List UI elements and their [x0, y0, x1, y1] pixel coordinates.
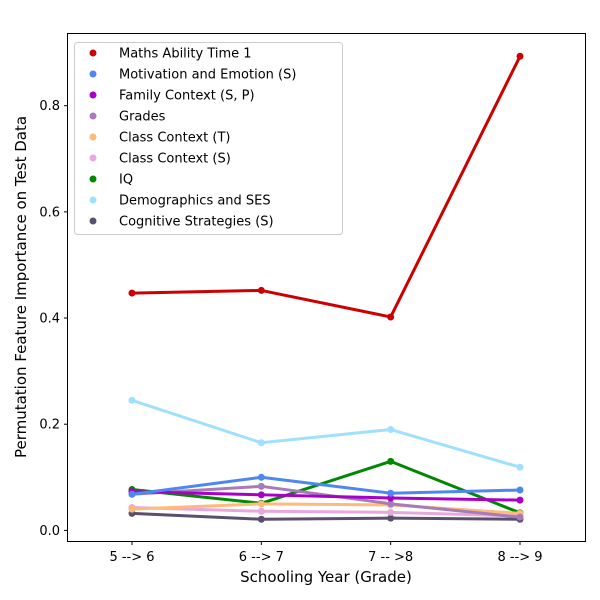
legend-marker	[89, 217, 97, 225]
series-2	[128, 488, 524, 504]
data-point	[516, 513, 524, 521]
data-point	[387, 500, 395, 508]
data-point	[128, 289, 136, 297]
data-point	[387, 508, 395, 516]
legend-marker	[89, 133, 97, 141]
data-point	[387, 514, 395, 522]
data-point	[387, 489, 395, 497]
data-point	[257, 439, 265, 447]
series-7	[128, 396, 524, 471]
data-point	[516, 486, 524, 494]
legend-label: Class Context (S)	[119, 152, 231, 167]
x-tick-label: 7 -- >8	[368, 550, 413, 565]
x-axis-title: Schooling Year (Grade)	[240, 568, 412, 586]
series-line	[130, 475, 522, 496]
data-point	[257, 491, 265, 499]
legend-marker	[89, 91, 97, 99]
data-point	[516, 463, 524, 471]
legend-box	[74, 42, 343, 235]
legend-label: Family Context (S, P)	[119, 89, 255, 104]
series-line	[130, 398, 522, 469]
data-point	[516, 496, 524, 504]
legend-marker	[89, 154, 97, 162]
data-point	[387, 313, 395, 321]
y-axis: 0.0 0.2 0.4 0.6 0.8	[39, 99, 68, 539]
data-point	[387, 457, 395, 465]
legend-label: Maths Ability Time 1	[119, 47, 252, 62]
legend-marker	[89, 70, 97, 78]
series-line	[130, 506, 522, 518]
legend-marker	[89, 49, 97, 57]
y-tick-label: 0.0	[39, 524, 60, 539]
data-point	[257, 473, 265, 481]
series-line	[130, 459, 522, 515]
legend-marker	[89, 196, 97, 204]
data-point	[128, 396, 136, 404]
legend: Maths Ability Time 1 Motivation and Emoti…	[74, 42, 343, 235]
data-point	[516, 52, 524, 60]
series-layer	[128, 52, 524, 523]
data-point	[387, 426, 395, 434]
legend-label: Motivation and Emotion (S)	[119, 68, 296, 83]
data-point	[257, 500, 265, 508]
data-point	[257, 482, 265, 490]
series-line	[130, 490, 522, 502]
y-tick-label: 0.6	[39, 205, 60, 220]
legend-label: Cognitive Strategies (S)	[119, 215, 274, 230]
legend-marker	[89, 112, 97, 120]
y-tick-label: 0.4	[39, 312, 60, 327]
series-1	[128, 473, 524, 498]
data-point	[257, 515, 265, 523]
legend-marker	[89, 175, 97, 183]
y-tick-label: 0.2	[39, 418, 60, 433]
legend-label: Demographics and SES	[119, 194, 271, 209]
x-tick-label: 5 --> 6	[109, 550, 154, 565]
data-point	[257, 507, 265, 515]
y-axis-title: Permutation Feature Importance on Test D…	[12, 116, 30, 458]
legend-label: Grades	[119, 110, 166, 125]
legend-label: Class Context (T)	[119, 131, 230, 146]
series-line	[130, 54, 522, 319]
legend-label: IQ	[119, 173, 133, 188]
data-point	[257, 286, 265, 294]
y-tick-label: 0.8	[39, 99, 60, 114]
x-tick-label: 6 --> 7	[239, 550, 284, 565]
x-tick-label: 8 --> 9	[497, 550, 542, 565]
series-0	[128, 52, 524, 321]
x-axis: 5 --> 6 6 --> 7 7 -- >8 8 --> 9	[109, 541, 543, 565]
data-point	[128, 490, 136, 498]
data-point	[128, 505, 136, 513]
series-line	[130, 511, 522, 521]
plot-frame	[67, 33, 586, 542]
